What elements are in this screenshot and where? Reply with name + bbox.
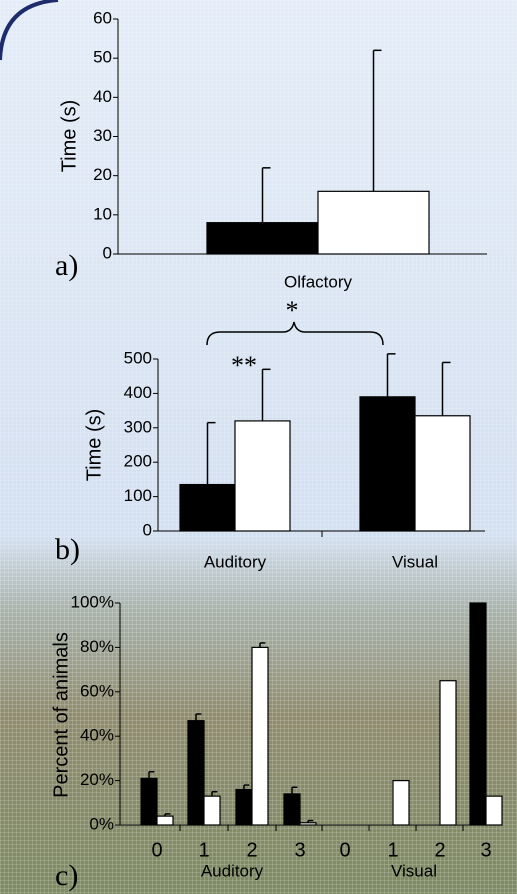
bar (236, 789, 252, 825)
annotation: ** (231, 351, 257, 380)
y-axis-label: Time (s) (83, 409, 105, 482)
bar (440, 681, 456, 825)
figure: 0102030405060OlfactoryTime (s)a)01002003… (0, 0, 517, 894)
y-tick-label: 300 (124, 417, 152, 436)
panel-label: b) (55, 533, 80, 566)
panel-label: a) (55, 249, 78, 282)
bar (188, 721, 204, 825)
y-tick-label: 0 (143, 520, 152, 539)
y-tick-label: 60% (80, 681, 114, 700)
panel-label: c) (55, 859, 78, 892)
y-tick-label: 20% (80, 770, 114, 789)
bar (415, 416, 470, 531)
y-tick-label: 50 (93, 48, 112, 67)
x-tick-label: Visual (392, 552, 438, 571)
x-tick-label: 3 (294, 839, 305, 861)
y-tick-label: 30 (93, 126, 112, 145)
bar (318, 191, 429, 254)
x-tick-label: 2 (434, 839, 445, 861)
y-axis-label: Percent of animals (50, 632, 72, 798)
y-tick-label: 60 (93, 8, 112, 27)
x-tick-label: 1 (387, 839, 398, 861)
bar (207, 223, 318, 254)
bar (470, 603, 486, 825)
y-tick-label: 40 (93, 87, 112, 106)
x-tick-label: 1 (198, 839, 209, 861)
y-tick-label: 500 (124, 348, 152, 367)
bar (486, 796, 502, 825)
bar (141, 778, 157, 825)
x-tick-label: Olfactory (284, 272, 353, 291)
x-tick-label: 0 (339, 839, 350, 861)
y-tick-label: 20 (93, 165, 112, 184)
bar (180, 485, 235, 531)
group-label: Auditory (201, 861, 264, 880)
annotation: * (286, 296, 299, 325)
bar (157, 816, 173, 825)
y-tick-label: 400 (124, 383, 152, 402)
bar (360, 397, 415, 531)
x-tick-label: 0 (151, 839, 162, 861)
bar (284, 794, 300, 825)
bar (252, 647, 268, 825)
y-tick-label: 10 (93, 204, 112, 223)
y-tick-label: 80% (80, 637, 114, 656)
y-tick-label: 0 (103, 243, 112, 262)
page: 0102030405060OlfactoryTime (s)a)01002003… (0, 0, 517, 894)
y-tick-label: 100% (71, 592, 114, 611)
bar (235, 421, 290, 531)
x-tick-label: Auditory (204, 552, 267, 571)
y-tick-label: 0% (89, 814, 114, 833)
y-tick-label: 100 (124, 486, 152, 505)
x-tick-label: 2 (246, 839, 257, 861)
x-tick-label: 3 (480, 839, 491, 861)
y-tick-label: 200 (124, 452, 152, 471)
bar (393, 781, 409, 825)
bar (300, 823, 316, 825)
y-axis-label: Time (s) (58, 100, 80, 173)
bar (204, 796, 220, 825)
y-tick-label: 40% (80, 726, 114, 745)
group-label: Visual (391, 861, 437, 880)
